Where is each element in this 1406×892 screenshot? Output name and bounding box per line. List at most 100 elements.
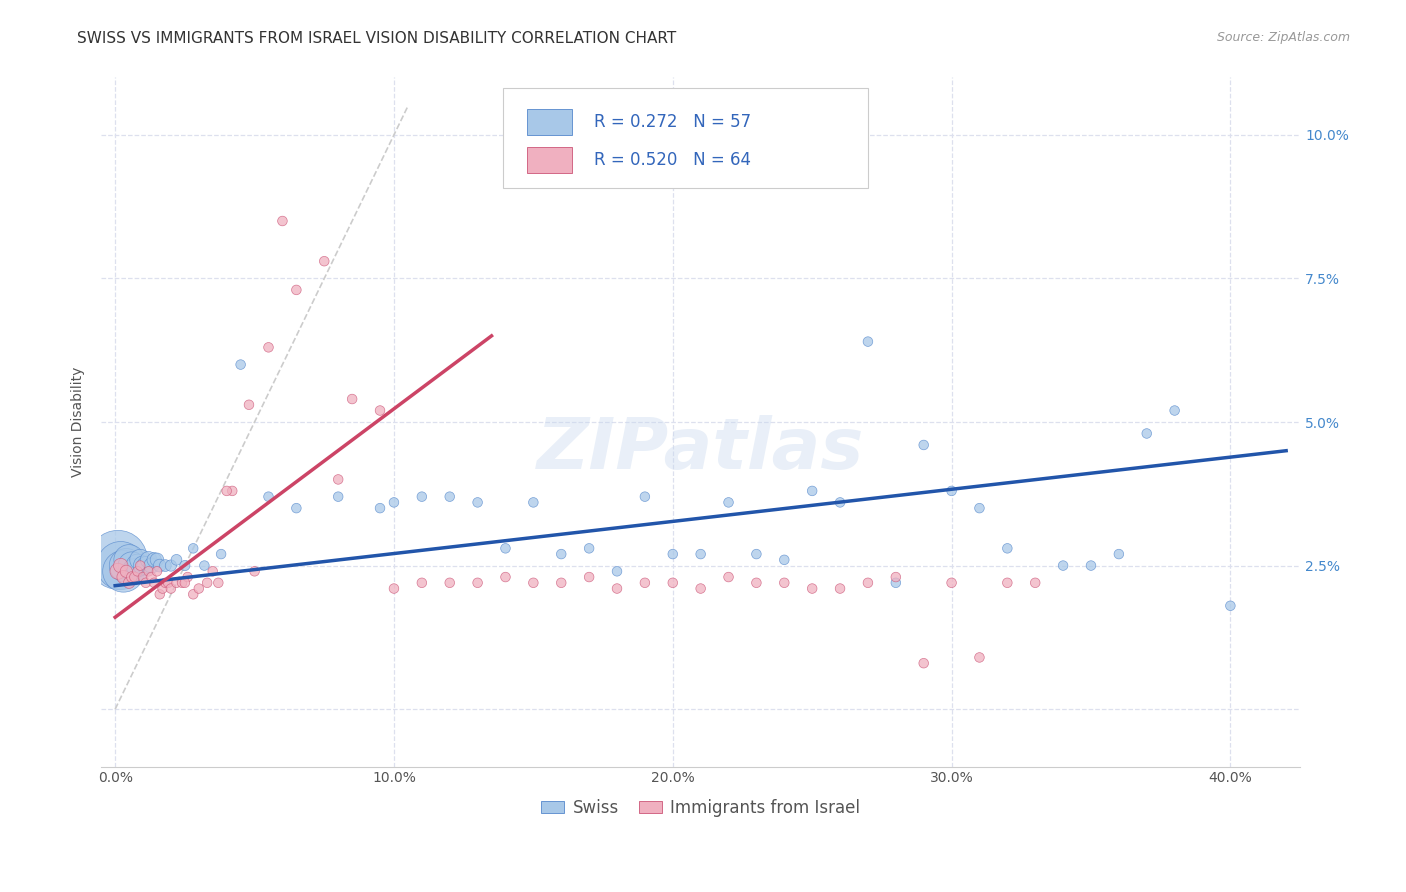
Point <box>801 483 824 498</box>
Point <box>271 214 294 228</box>
Point <box>257 340 280 354</box>
Point <box>112 570 135 584</box>
Point <box>110 558 132 573</box>
Point <box>1024 575 1046 590</box>
Point <box>745 547 768 561</box>
Point <box>606 582 628 596</box>
Point <box>243 564 266 578</box>
Point <box>828 495 851 509</box>
Point <box>411 575 433 590</box>
Point <box>1163 403 1185 417</box>
Point <box>141 570 163 584</box>
Point <box>149 558 172 573</box>
Point <box>884 570 907 584</box>
Point <box>717 495 740 509</box>
Point <box>195 575 218 590</box>
Point <box>121 558 143 573</box>
Point <box>112 564 135 578</box>
Point <box>157 575 180 590</box>
Point <box>773 575 796 590</box>
Point <box>773 553 796 567</box>
Point <box>1219 599 1241 613</box>
FancyBboxPatch shape <box>503 87 869 187</box>
Point <box>995 541 1018 556</box>
Point <box>149 587 172 601</box>
Point <box>107 564 129 578</box>
Point <box>155 575 177 590</box>
Point <box>124 564 146 578</box>
FancyBboxPatch shape <box>527 109 572 136</box>
Point <box>368 403 391 417</box>
Point <box>285 283 308 297</box>
Point <box>578 570 600 584</box>
Point <box>110 558 132 573</box>
Point <box>221 483 243 498</box>
Legend: Swiss, Immigrants from Israel: Swiss, Immigrants from Israel <box>534 792 868 823</box>
Point <box>1108 547 1130 561</box>
Point <box>135 575 157 590</box>
Point <box>115 558 138 573</box>
Point <box>155 558 177 573</box>
Y-axis label: Vision Disability: Vision Disability <box>72 367 86 477</box>
Point <box>127 564 149 578</box>
Point <box>801 582 824 596</box>
Point <box>969 650 991 665</box>
Point <box>828 582 851 596</box>
Point <box>995 575 1018 590</box>
Point <box>1052 558 1074 573</box>
Point <box>181 541 204 556</box>
Point <box>160 582 183 596</box>
Point <box>132 570 155 584</box>
Point <box>1136 426 1159 441</box>
Point <box>467 575 489 590</box>
Point <box>689 582 711 596</box>
Point <box>717 570 740 584</box>
Text: ZIPatlas: ZIPatlas <box>537 415 865 484</box>
Point <box>193 558 215 573</box>
Point <box>1080 558 1102 573</box>
Point <box>941 483 963 498</box>
Point <box>314 254 336 268</box>
Point <box>285 501 308 516</box>
Point <box>522 495 544 509</box>
Point <box>941 575 963 590</box>
Point <box>606 564 628 578</box>
Point <box>238 398 260 412</box>
Point <box>166 575 188 590</box>
Point <box>138 564 160 578</box>
Point <box>107 553 129 567</box>
Point <box>135 558 157 573</box>
Point <box>884 575 907 590</box>
Text: R = 0.272   N = 57: R = 0.272 N = 57 <box>593 113 751 131</box>
Text: SWISS VS IMMIGRANTS FROM ISRAEL VISION DISABILITY CORRELATION CHART: SWISS VS IMMIGRANTS FROM ISRAEL VISION D… <box>77 31 676 46</box>
Point <box>368 501 391 516</box>
Point <box>124 570 146 584</box>
Point <box>121 570 143 584</box>
Text: R = 0.520   N = 64: R = 0.520 N = 64 <box>593 151 751 169</box>
Point <box>328 472 350 486</box>
Point <box>138 553 160 567</box>
Point <box>129 558 152 573</box>
Point <box>207 575 229 590</box>
Point <box>115 564 138 578</box>
Point <box>912 438 935 452</box>
Point <box>495 541 517 556</box>
FancyBboxPatch shape <box>527 147 572 173</box>
Point <box>160 558 183 573</box>
Point <box>689 547 711 561</box>
Point <box>152 582 174 596</box>
Point <box>143 575 166 590</box>
Point <box>176 570 198 584</box>
Point <box>166 553 188 567</box>
Point <box>912 656 935 670</box>
Point <box>132 558 155 573</box>
Point <box>201 564 224 578</box>
Point <box>550 547 572 561</box>
Point <box>173 575 195 590</box>
Point <box>439 490 461 504</box>
Point <box>411 490 433 504</box>
Point <box>118 553 141 567</box>
Point <box>467 495 489 509</box>
Point <box>382 582 405 596</box>
Point <box>209 547 232 561</box>
